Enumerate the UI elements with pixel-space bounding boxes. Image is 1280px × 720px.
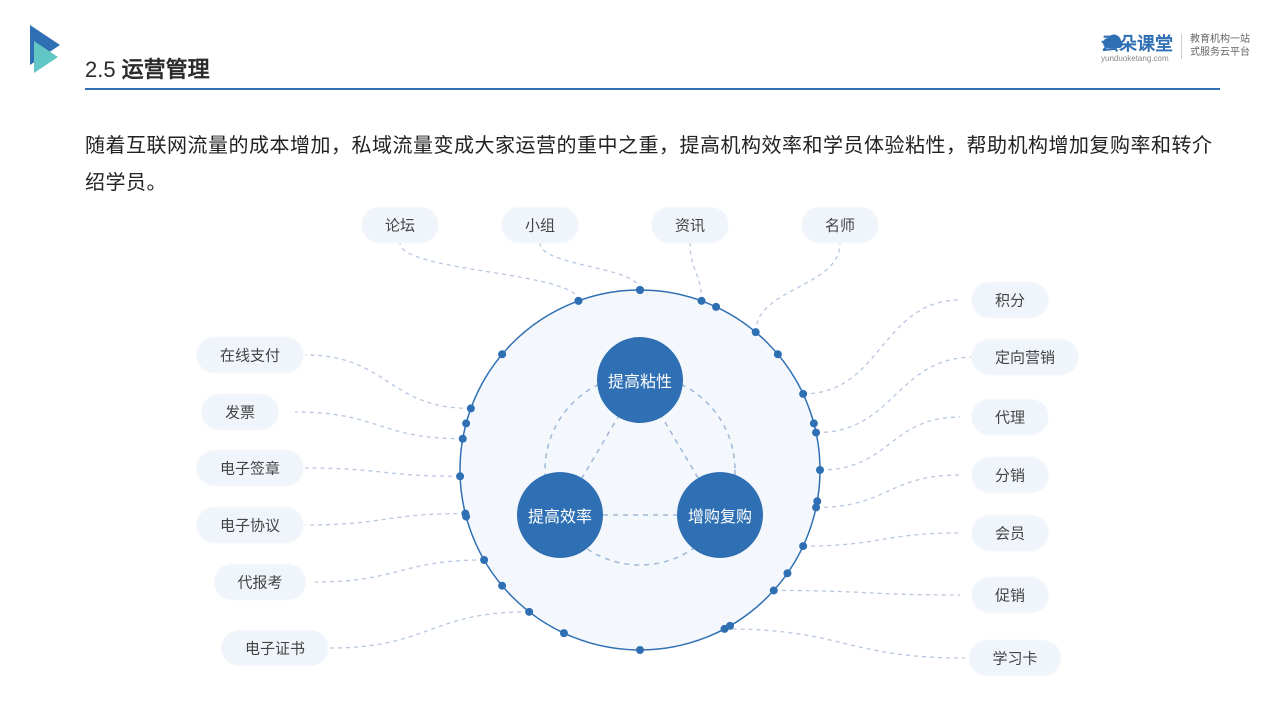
pill-r2: 定向营销 <box>971 339 1079 376</box>
section-title: 运营管理 <box>122 52 210 84</box>
pill-l4: 电子协议 <box>196 507 304 544</box>
center-node-n2: 提高效率 <box>517 472 603 558</box>
pill-l5: 代报考 <box>213 564 306 601</box>
pill-r1: 积分 <box>971 282 1049 319</box>
section-header: 2.5 运营管理 <box>85 52 1220 84</box>
pill-t3: 资讯 <box>651 207 729 244</box>
brand-tagline-1: 教育机构一站 <box>1190 34 1250 47</box>
pill-l2: 发票 <box>201 394 279 431</box>
pill-t2: 小组 <box>501 207 579 244</box>
pill-r3: 代理 <box>971 399 1049 436</box>
diagram-svg <box>0 200 1280 720</box>
header-rule <box>85 88 1220 90</box>
center-node-n3: 增购复购 <box>677 472 763 558</box>
brand-tagline-2: 式服务云平台 <box>1190 47 1250 60</box>
pill-r6: 促销 <box>971 577 1049 614</box>
pill-r5: 会员 <box>971 515 1049 552</box>
section-number: 2.5 <box>85 57 116 83</box>
operations-diagram: 论坛 小组 资讯 名师在线支付发票电子签章电子协议代报考电子证书 积分定向营销代理分销会… <box>0 200 1280 720</box>
pill-t1: 论坛 <box>361 207 439 244</box>
center-node-n1: 提高粘性 <box>597 337 683 423</box>
cloud-icon <box>1101 30 1127 56</box>
pill-r4: 分销 <box>971 457 1049 494</box>
pill-l1: 在线支付 <box>196 337 304 374</box>
pill-t4: 名师 <box>801 207 879 244</box>
pill-l3: 电子签章 <box>196 450 304 487</box>
corner-mark-icon <box>30 25 70 75</box>
intro-paragraph: 随着互联网流量的成本增加，私域流量变成大家运营的重中之重，提高机构效率和学员体验… <box>85 128 1220 202</box>
pill-r7: 学习卡 <box>968 640 1061 677</box>
brand-logo: 云朵课堂 yunduoketang.com 教育机构一站 式服务云平台 <box>1101 30 1250 63</box>
pill-l6: 电子证书 <box>221 630 329 667</box>
